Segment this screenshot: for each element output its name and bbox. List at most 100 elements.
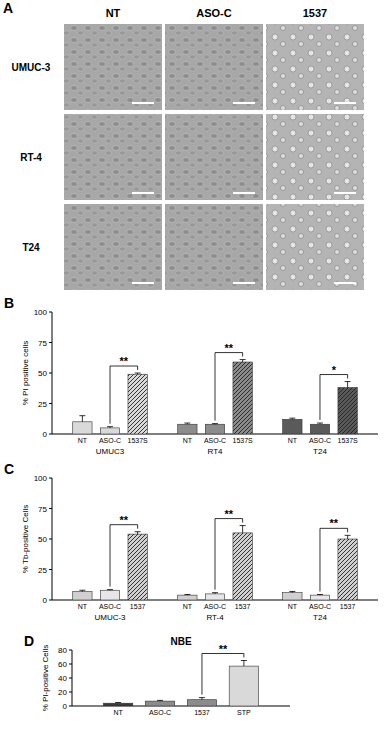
significance-label: **	[225, 508, 234, 520]
significance-bracket	[215, 353, 243, 421]
bar	[229, 666, 258, 706]
y-tick	[69, 692, 72, 693]
error-bar	[135, 373, 141, 374]
error-bar	[135, 532, 141, 534]
y-tick	[49, 434, 52, 435]
significance-label: **	[330, 517, 339, 529]
bar	[145, 701, 174, 706]
bar	[73, 422, 92, 434]
x-tick-label: NT	[78, 603, 88, 610]
bar	[100, 428, 119, 434]
y-axis-label: % PI positive cells	[21, 341, 30, 405]
y-tick	[49, 539, 52, 540]
y-tick	[49, 478, 52, 479]
y-tick	[69, 664, 72, 665]
bar	[338, 388, 357, 434]
bar	[283, 419, 302, 434]
x-tick-label: NT	[113, 709, 123, 716]
x-tick-label: 1537	[340, 603, 356, 610]
significance-label: *	[332, 364, 337, 376]
group-label: UMUC3	[96, 447, 125, 456]
group-label: T24	[313, 447, 327, 456]
bar	[128, 534, 147, 600]
x-tick-label: 1537	[194, 709, 210, 716]
x-tick-label: 1537	[235, 603, 251, 610]
y-tick	[69, 706, 72, 707]
bar-hatch	[338, 388, 357, 434]
group-label: RT-4	[206, 613, 224, 622]
y-tick-label: 50	[38, 535, 47, 544]
column-header: ASO-C	[196, 7, 232, 19]
group-label: T24	[313, 613, 327, 622]
micrograph	[64, 204, 162, 290]
x-tick-label: ASO-C	[204, 603, 226, 610]
x-tick-label: ASO-C	[309, 603, 331, 610]
x-tick-label: ASO-C	[309, 437, 331, 444]
micrograph	[165, 114, 263, 200]
significance-bracket	[320, 375, 348, 420]
micrograph	[266, 204, 364, 290]
scale-bar	[132, 282, 154, 284]
x-tick-label: NT	[288, 603, 298, 610]
bar	[103, 703, 132, 706]
y-tick	[49, 312, 52, 313]
bar	[338, 539, 357, 600]
significance-bracket	[215, 519, 243, 590]
x-tick-label: ASO-C	[149, 709, 171, 716]
panel-label: B	[4, 295, 14, 311]
significance-bracket	[320, 528, 348, 591]
column-header: NT	[106, 7, 121, 19]
error-bar	[157, 700, 163, 702]
y-tick-label: 40	[58, 674, 67, 683]
x-tick-label: ASO-C	[99, 603, 121, 610]
column-header: 1537	[303, 7, 327, 19]
scale-bar	[233, 282, 255, 284]
error-bar	[289, 591, 295, 592]
y-tick	[49, 508, 52, 509]
bar	[233, 362, 252, 434]
x-tick-label: NT	[183, 437, 193, 444]
micrograph	[165, 204, 263, 290]
y-tick-label: 60	[58, 660, 67, 669]
error-bar	[241, 661, 247, 667]
chart: 0255075100% Tb-positive CellsNTASO-C1537…	[4, 461, 378, 622]
x-tick-label: 1537S	[233, 437, 254, 444]
x-tick-label: NT	[78, 437, 88, 444]
error-bar	[107, 589, 113, 591]
error-bar	[199, 698, 205, 700]
bar	[100, 590, 119, 600]
y-tick-label: 0	[63, 702, 68, 711]
bar	[205, 594, 224, 600]
error-bar	[345, 382, 351, 388]
bar	[233, 533, 252, 600]
bar	[128, 374, 147, 434]
chart: 0255075100% PI positive cellsNTASO-C1537…	[4, 295, 378, 456]
error-bar	[289, 418, 295, 419]
micrograph	[64, 114, 162, 200]
scale-bar	[334, 192, 356, 194]
panel-label: D	[24, 633, 34, 649]
error-bar	[115, 702, 121, 704]
y-tick	[49, 342, 52, 343]
x-tick-label: 1537	[130, 603, 146, 610]
bar	[178, 424, 197, 434]
micrograph	[266, 24, 364, 110]
y-tick-label: 80	[58, 646, 67, 655]
y-axis-label: % Tb-positive Cells	[21, 505, 30, 573]
error-bar	[212, 423, 218, 425]
bar-hatch	[233, 533, 252, 600]
scale-bar	[334, 282, 356, 284]
bar-hatch	[128, 534, 147, 600]
x-tick-label: ASO-C	[204, 437, 226, 444]
significance-label: **	[120, 355, 129, 367]
bar-hatch	[128, 374, 147, 434]
row-label: RT-4	[20, 152, 42, 163]
row-label: UMUC-3	[12, 62, 51, 73]
bars	[103, 661, 258, 707]
significance-label: **	[219, 643, 228, 655]
x-tick-label: 1537S	[337, 437, 358, 444]
y-tick-label: 0	[43, 430, 48, 439]
scale-bar	[233, 102, 255, 104]
y-tick-label: 100	[34, 474, 48, 483]
error-bar	[79, 416, 85, 422]
